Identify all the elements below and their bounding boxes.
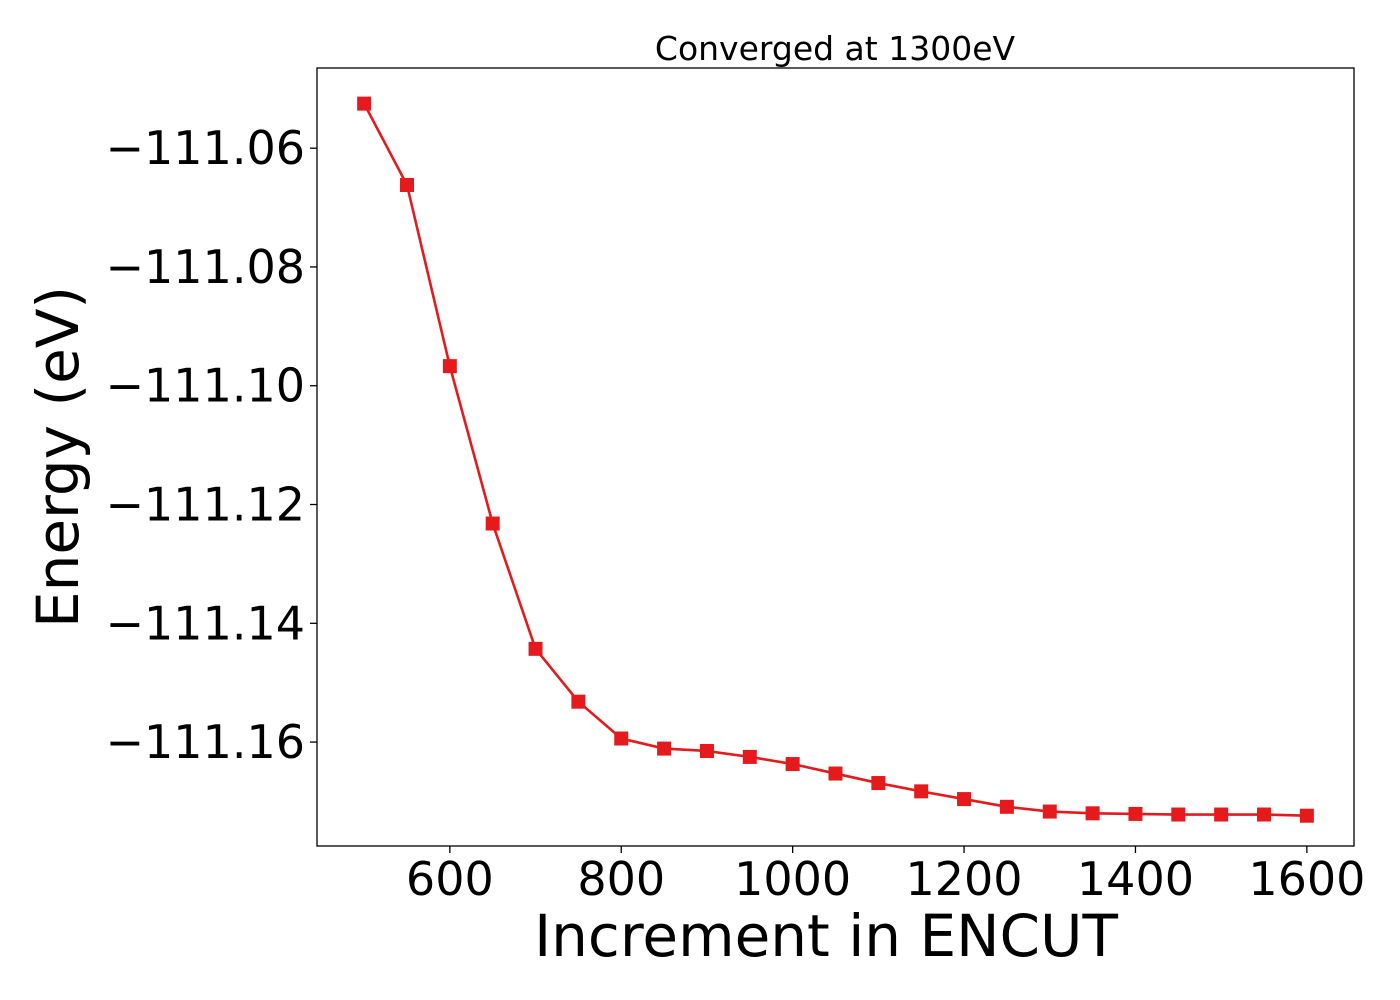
data-point-marker (571, 694, 586, 709)
y-tick-label: −111.16 (106, 715, 306, 769)
data-point-marker (1171, 807, 1186, 822)
data-point-marker (699, 743, 714, 758)
data-point-marker (442, 359, 457, 374)
x-axis-title: Increment in ENCUT (534, 902, 1118, 970)
data-point-marker (828, 766, 843, 781)
data-point-marker (657, 741, 672, 756)
x-tick-label: 800 (577, 852, 665, 906)
y-tick-label: −111.08 (106, 240, 306, 294)
x-tick-label: 1400 (1077, 852, 1194, 906)
series-line (362, 103, 1307, 818)
data-point-marker (528, 641, 543, 656)
data-point-marker (1085, 806, 1100, 821)
data-point-marker (357, 96, 372, 111)
data-point-marker (999, 799, 1014, 814)
data-point-marker (614, 731, 629, 746)
x-tick-label: 1000 (734, 852, 851, 906)
x-tick-label: 1200 (906, 852, 1023, 906)
data-point-marker (871, 776, 886, 791)
data-point-marker (785, 757, 800, 772)
data-point-marker (485, 516, 500, 531)
data-point-marker (399, 177, 414, 192)
data-point-marker (1128, 806, 1143, 821)
data-point-marker (957, 792, 972, 807)
chart-title: Converged at 1300eV (655, 29, 1016, 68)
data-point-marker (742, 749, 757, 764)
axes-frame (316, 67, 1355, 847)
y-tick-label: −111.10 (106, 359, 306, 413)
y-tick-label: −111.12 (106, 478, 306, 532)
y-axis-title: Energy (eV) (24, 286, 92, 628)
data-point-marker (1042, 804, 1057, 819)
y-tick-label: −111.14 (106, 596, 306, 650)
data-point-marker (914, 784, 929, 799)
plot-area: 600 800 1000 1200 1400 1600 −111.06 −111.08 −111… (106, 67, 1365, 906)
x-tick-label: 1600 (1248, 852, 1365, 906)
x-tick-label: 600 (406, 852, 494, 906)
data-point-marker (1257, 807, 1272, 822)
y-tick-label: −111.06 (106, 121, 306, 175)
data-point-marker (1299, 808, 1314, 823)
data-point-marker (1214, 807, 1229, 822)
